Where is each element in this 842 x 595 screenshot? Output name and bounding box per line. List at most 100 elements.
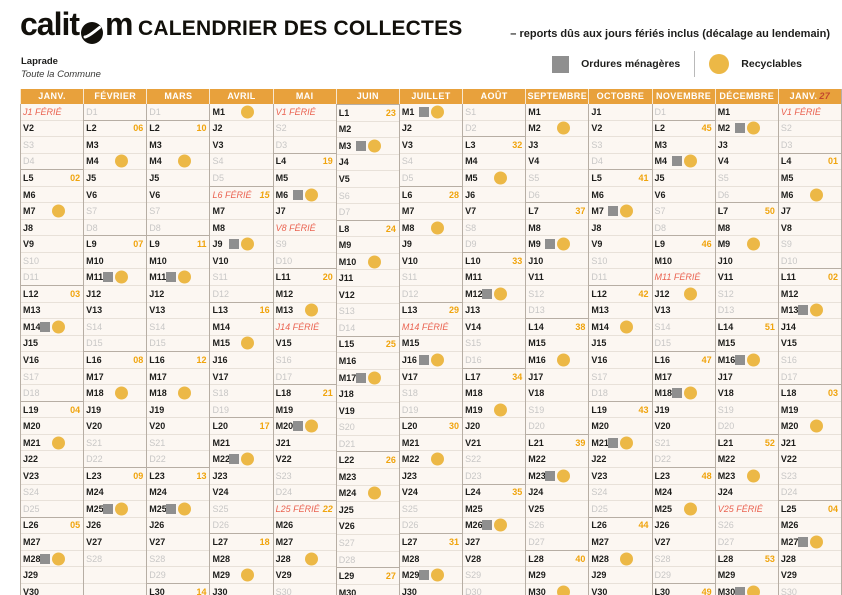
month-header: FÉVRIER — [83, 89, 147, 104]
day-label: D18 — [591, 388, 608, 399]
day-cell: M11 FÉRIÉ — [652, 268, 715, 286]
day-cell: M4 — [463, 152, 526, 170]
week-number: 39 — [575, 437, 586, 448]
day-label: M22 — [528, 454, 546, 465]
day-label: J4 — [338, 157, 349, 168]
day-label: L21 — [717, 437, 734, 448]
day-label: L3 — [465, 139, 476, 150]
day-label: V17 — [212, 371, 229, 382]
month-header: JANV. 27 — [777, 89, 841, 104]
day-cell: J24 — [715, 483, 778, 501]
day-label: M14 — [591, 321, 609, 332]
day-cell: L19 43 — [589, 400, 652, 418]
day-label: J15 — [23, 338, 39, 349]
day-label: D28 — [338, 554, 356, 565]
day-cell: J17 — [715, 367, 778, 385]
day-label: V4 — [528, 156, 540, 167]
day-label: M22 — [717, 454, 736, 465]
day-label: S27 — [338, 537, 355, 548]
day-label: L2 — [86, 123, 97, 134]
day-label: S19 — [717, 404, 734, 415]
day-cell: J5 — [652, 169, 715, 186]
day-label: L7 — [528, 206, 539, 217]
day-cell: M27 — [778, 533, 841, 550]
day-cell: V22 — [273, 450, 336, 468]
week-number: 31 — [449, 536, 460, 547]
day-label: L20 — [401, 421, 418, 432]
day-label: D26 — [212, 520, 229, 531]
day-label: J8 — [591, 222, 602, 233]
day-cell: S11 — [210, 268, 273, 286]
week-number: 33 — [512, 255, 523, 266]
day-cell: V16 — [589, 351, 652, 368]
day-cell: M10 — [652, 251, 715, 269]
day-cell: M8 — [399, 218, 463, 236]
ordures-menageres-marker — [355, 140, 366, 151]
day-label: V30 — [23, 586, 40, 595]
commune-name: Laprade — [21, 56, 58, 67]
day-cell: M8 — [715, 218, 778, 236]
day-cell: D8 — [147, 218, 210, 236]
day-label: M6 — [275, 189, 289, 200]
recyclables-marker — [430, 568, 444, 582]
day-label: V13 — [86, 305, 103, 316]
day-label: D22 — [149, 454, 166, 465]
day-cell: S7 — [652, 202, 715, 219]
day-cell: J19 — [84, 400, 147, 418]
day-label: S17 — [591, 371, 608, 382]
day-cell: M11 — [463, 268, 526, 286]
day-label: S6 — [338, 190, 350, 201]
day-label: M21 — [212, 437, 230, 448]
day-cell: S20 — [336, 418, 399, 435]
week-number: 03 — [827, 388, 838, 399]
day-label: L21 — [528, 437, 544, 448]
week-number: 42 — [638, 288, 649, 299]
day-label: D24 — [780, 487, 798, 498]
day-label: V2 — [591, 123, 603, 134]
week-number: 23 — [385, 107, 396, 118]
recyclables-marker — [178, 502, 192, 516]
day-label: D3 — [275, 139, 288, 150]
day-cell: D17 — [778, 367, 841, 385]
day-label: J28 — [780, 553, 796, 564]
day-label: D11 — [23, 272, 39, 283]
day-cell: L6 FÉRIÉ 15 — [210, 185, 273, 203]
day-cell: D12 — [210, 285, 273, 302]
month-column-3: AVRIL M1 J2 V3 S4 D5 L6 FÉRIÉ 15 M7 M8 J9 V10 S11 D12… — [209, 89, 274, 595]
day-label: M25 — [149, 503, 167, 514]
day-label: V11 — [528, 272, 544, 283]
ordures-menageres-marker — [608, 437, 619, 448]
recyclables-marker — [304, 552, 318, 566]
day-cell: D25 — [589, 500, 652, 517]
day-label: L9 — [149, 239, 160, 250]
week-number: 16 — [259, 305, 270, 316]
day-label: L23 — [654, 470, 671, 481]
day-label: L30 — [654, 586, 671, 595]
day-cell: L18 21 — [273, 384, 336, 401]
day-label: S5 — [528, 172, 540, 183]
day-cell: J10 — [526, 251, 589, 269]
day-cell: M10 — [336, 252, 399, 270]
month-name: AVRIL — [227, 91, 256, 101]
week-number: 17 — [259, 421, 270, 432]
day-cell: M14 FÉRIÉ — [399, 318, 463, 335]
day-label: L23 — [86, 470, 102, 481]
day-cell: M20 — [21, 417, 84, 434]
day-cell: D24 — [778, 483, 841, 501]
day-cell: M22 — [715, 450, 778, 468]
day-label: M19 — [780, 404, 799, 415]
day-label: M11 — [86, 272, 104, 283]
day-cell: M5 — [273, 169, 336, 186]
day-label: V10 — [212, 255, 229, 266]
day-label: L18 — [780, 388, 797, 399]
day-cell: D20 — [715, 417, 778, 434]
month-name: JANV. — [38, 91, 66, 101]
day-cell: M2 — [715, 119, 778, 137]
day-cell: S4 — [210, 152, 273, 170]
day-label: J6 — [465, 189, 476, 200]
day-label: M13 — [23, 305, 41, 316]
day-cell: M29 — [526, 566, 589, 583]
day-cell: V9 — [21, 235, 84, 252]
day-label: M30 — [528, 586, 546, 595]
day-cell: J12 — [652, 285, 715, 302]
